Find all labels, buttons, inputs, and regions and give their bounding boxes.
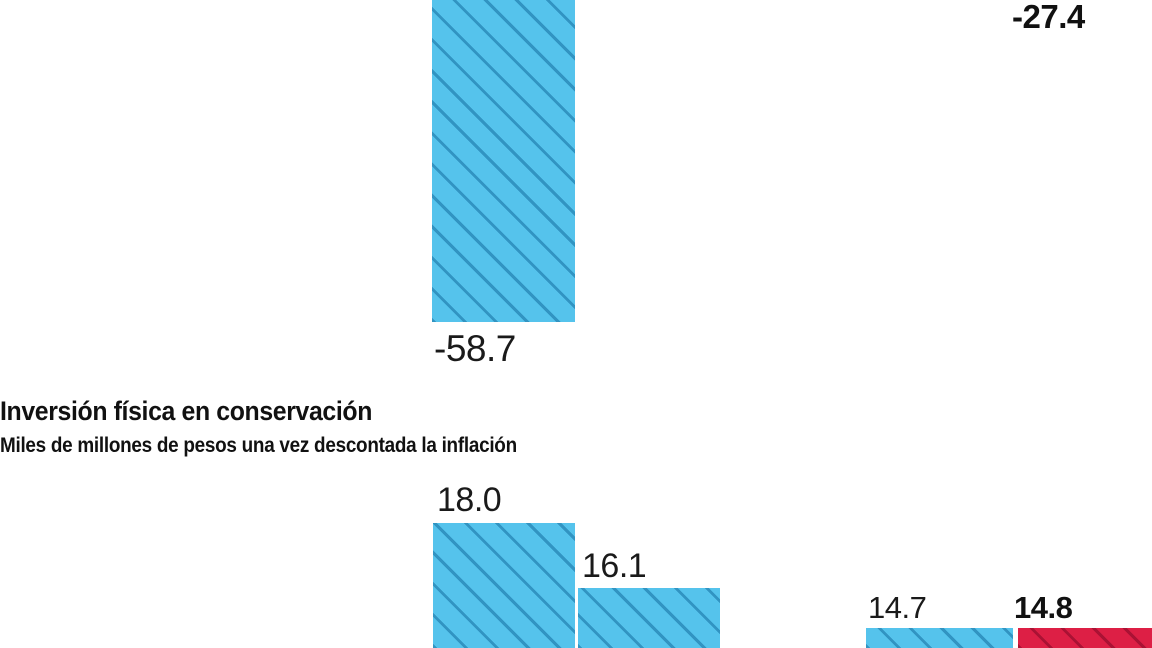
chart-title: Inversión física en conservación [0,396,373,426]
chart-subtitle: Miles de millones de pesos una vez desco… [0,434,517,457]
bottom-chart-bar-1-value-label: 18.0 [437,481,502,519]
bottom-chart-bar-2-value-label: 16.1 [582,547,647,585]
bottom-chart-bar-2 [578,588,720,648]
bottom-chart-bar-3-value-label: 14.7 [868,590,927,625]
top-chart-bar-1 [432,0,575,322]
bottom-chart-bar-4-value-label: 14.8 [1014,590,1073,625]
bottom-chart-bar-1 [433,523,575,648]
top-chart-bar-1-value-label: -58.7 [434,328,516,369]
bottom-chart-bar-3 [866,628,1013,648]
top-chart-bar-2-value-label: -27.4 [1012,0,1085,35]
bottom-chart-bar-4 [1018,628,1152,648]
